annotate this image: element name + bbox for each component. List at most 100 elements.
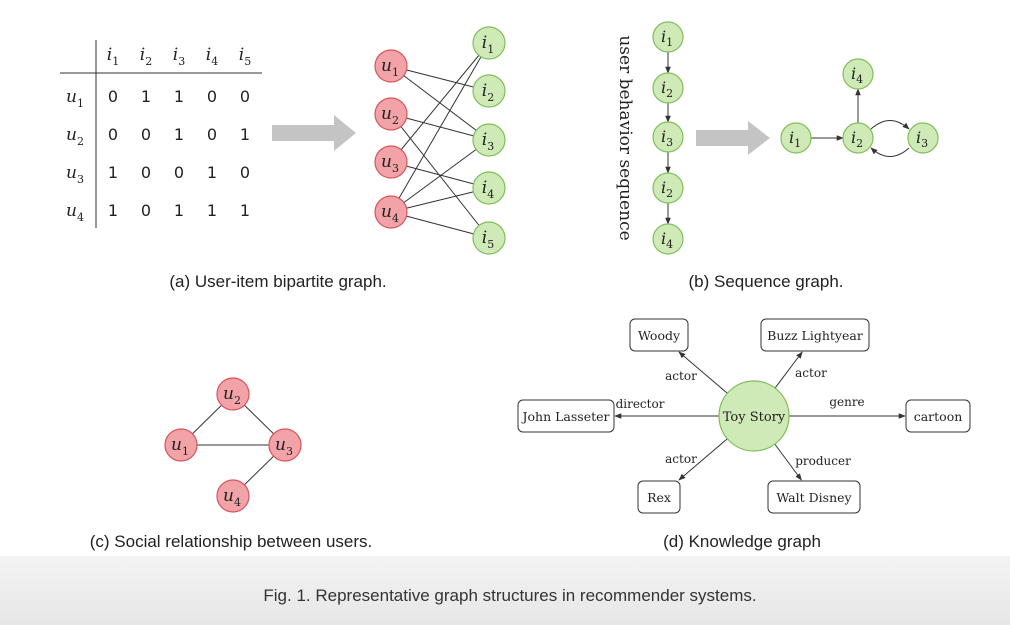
- user-node: u2: [374, 97, 408, 131]
- sequence-node: i4: [652, 223, 684, 255]
- caption-c: (c) Social relationship between users.: [90, 532, 373, 551]
- graph-node-label: i3: [916, 128, 928, 150]
- matrix-cell: 0: [207, 125, 217, 144]
- matrix-cell: 1: [141, 87, 151, 106]
- knowledge-graph: Toy Story Woody Buzz Lightyear John Lassete…: [517, 318, 971, 514]
- figure-caption: Fig. 1. Representative graph structures …: [263, 586, 756, 605]
- bipartite-nodes: u1 u2 u3 u4 i1 i2 i3 i4 i5: [374, 26, 506, 255]
- sequence-node-circle: [652, 223, 684, 255]
- social-node: u4: [216, 479, 250, 513]
- bipartite-edges: [390, 42, 490, 239]
- sequence-node-label: i3: [661, 127, 673, 149]
- user-node-label: u2: [381, 104, 399, 127]
- item-node-label: i5: [482, 228, 494, 251]
- kg-center-label: Toy Story: [723, 410, 786, 425]
- item-node-circle: [472, 221, 506, 255]
- user-node-circle: [374, 97, 408, 131]
- matrix-cell: 1: [108, 201, 118, 220]
- bipartite-edge: [390, 42, 490, 213]
- matrix-row-header: u2: [66, 125, 84, 148]
- kg-entity-label: cartoon: [914, 409, 963, 424]
- behavior-sequence-chain: i1 i2 i3 i2 i4: [652, 21, 684, 255]
- kg-entity-label: Woody: [638, 328, 681, 343]
- item-node: i3: [472, 123, 506, 157]
- social-graph: u1 u2 u3 u4: [164, 377, 302, 513]
- social-node-label: u3: [275, 435, 293, 458]
- user-node: u3: [374, 145, 408, 179]
- caption-d: (d) Knowledge graph: [663, 532, 821, 551]
- matrix-cell: 0: [141, 125, 151, 144]
- graph-node-circle: [907, 122, 939, 154]
- graph-edge-i2-i3: [870, 120, 910, 130]
- kg-entity-label: Buzz Lightyear: [767, 328, 863, 343]
- sequence-node: i1: [652, 21, 684, 53]
- graph-node-circle: [780, 122, 812, 154]
- matrix-col-header: i1: [107, 45, 119, 68]
- bipartite-edge: [390, 187, 490, 213]
- interaction-matrix: i1 i2 i3 i4 i5 u1 u2 u3 u4 0 1 1 0 0 0 0 1 0 1 1 0 0 1 0 1 0 1 1 1: [66, 45, 251, 224]
- item-node: i2: [472, 74, 506, 108]
- matrix-cell: 0: [240, 87, 250, 106]
- social-node-label: u1: [171, 435, 189, 458]
- kg-edge: [678, 438, 728, 481]
- sequence-node-circle: [652, 172, 684, 204]
- kg-relation-label: actor: [795, 366, 827, 380]
- user-node: u1: [374, 49, 408, 83]
- user-node: u4: [374, 195, 408, 229]
- matrix-col-header: i5: [239, 45, 251, 68]
- graph-node-label: i2: [851, 128, 863, 150]
- bipartite-edge: [390, 42, 490, 163]
- graph-node-label: i4: [851, 64, 863, 86]
- transform-arrow-b: [696, 121, 770, 155]
- graph-node: i1: [780, 122, 812, 154]
- matrix-cell: 0: [141, 201, 151, 220]
- kg-relation-label: producer: [795, 454, 851, 468]
- bipartite-edge: [390, 65, 490, 92]
- caption-a: (a) User-item bipartite graph.: [169, 272, 386, 291]
- transform-arrow-a: [272, 115, 356, 151]
- kg-entity-label: Rex: [647, 490, 671, 505]
- item-node: i1: [472, 26, 506, 60]
- social-node-label: u4: [223, 486, 241, 509]
- social-node: u1: [164, 428, 198, 462]
- sequence-node-label: i1: [661, 27, 673, 49]
- caption-band: [0, 556, 1010, 625]
- panel-b-sequence: user behavior sequence i1 i2 i3 i2 i4 i1 i2 i3…: [615, 21, 939, 291]
- kg-entity-box: [767, 480, 861, 514]
- item-node-label: i2: [482, 81, 494, 104]
- kg-entity-box: [637, 480, 681, 514]
- sequence-node-circle: [652, 121, 684, 153]
- item-node: i4: [472, 171, 506, 205]
- graph-node: i3: [907, 122, 939, 154]
- kg-edge: [774, 443, 802, 481]
- user-node-circle: [374, 145, 408, 179]
- sequence-node: i3: [652, 121, 684, 153]
- matrix-row-header: u3: [66, 163, 84, 186]
- sequence-graph: i1 i2 i3 i4: [780, 58, 939, 157]
- matrix-col-header: i3: [173, 45, 185, 68]
- item-node: i5: [472, 221, 506, 255]
- graph-node: i2: [842, 122, 874, 154]
- panel-c-social: u1 u2 u3 u4 (c) Social relationship between…: [90, 377, 373, 551]
- kg-relation-label: director: [616, 397, 665, 411]
- matrix-cell: 0: [207, 87, 217, 106]
- item-node-circle: [472, 26, 506, 60]
- matrix-cell: 0: [240, 163, 250, 182]
- matrix-row-header: u1: [66, 87, 84, 110]
- matrix-row-header: u4: [66, 201, 84, 224]
- user-node-label: u1: [381, 56, 399, 79]
- social-node-circle: [216, 377, 250, 411]
- matrix-cell: 0: [108, 125, 118, 144]
- matrix-cell: 0: [141, 163, 151, 182]
- social-node-circle: [164, 428, 198, 462]
- kg-relation-label: genre: [829, 395, 864, 409]
- graph-node-circle: [842, 58, 874, 90]
- item-node-circle: [472, 123, 506, 157]
- kg-entity-label: Walt Disney: [776, 490, 852, 505]
- matrix-cell: 1: [174, 201, 184, 220]
- social-node-circle: [216, 479, 250, 513]
- matrix-cell: 1: [207, 163, 217, 182]
- matrix-cell: 1: [108, 163, 118, 182]
- social-node-label: u2: [223, 384, 241, 407]
